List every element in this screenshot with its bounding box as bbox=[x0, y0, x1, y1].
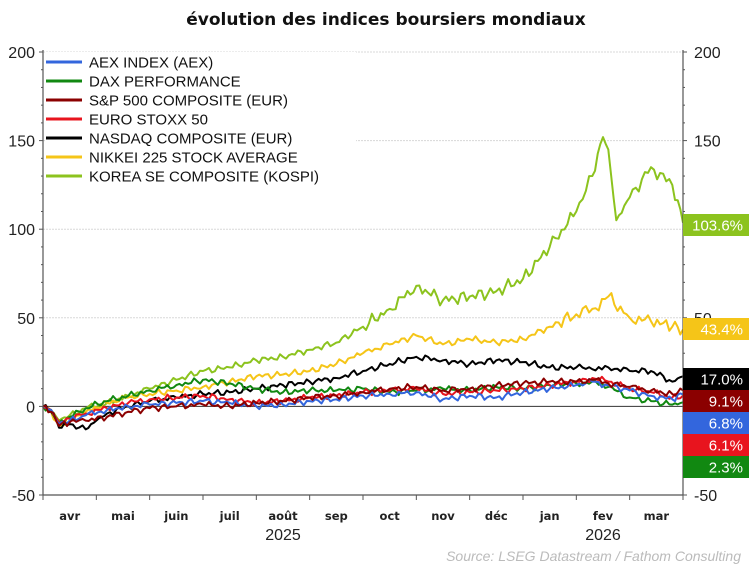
series-line-nikkei-225-stock-average bbox=[42, 292, 684, 427]
end-label-text: 2.3% bbox=[709, 460, 743, 477]
end-label-text: 6.8% bbox=[709, 416, 743, 433]
end-labels: 103.6% 43.4% 17.0% 9.1% 6.8% 6.1% 2.3% bbox=[683, 214, 749, 478]
x-tick-label: oct bbox=[380, 509, 401, 523]
series-lines bbox=[42, 136, 684, 431]
y-tick-label: 50 bbox=[17, 311, 35, 328]
y-tick-label: 150 bbox=[694, 134, 721, 151]
legend-label: S&P 500 COMPOSITE (EUR) bbox=[89, 93, 288, 110]
x-tick-label: mar bbox=[644, 509, 670, 523]
y-tick-label: 150 bbox=[8, 134, 35, 151]
chart-title: évolution des indices boursiers mondiaux bbox=[186, 10, 585, 30]
legend: AEX INDEX (AEX) DAX PERFORMANCE S&P 500 CO… bbox=[46, 52, 356, 188]
x-tick-label: sep bbox=[325, 509, 348, 523]
legend-label: DAX PERFORMANCE bbox=[89, 74, 241, 91]
end-label: 2.3% bbox=[683, 456, 749, 478]
y-tick-label: 0 bbox=[26, 399, 35, 416]
end-label-text: 6.1% bbox=[709, 438, 743, 455]
legend-label: NIKKEI 225 STOCK AVERAGE bbox=[89, 150, 298, 167]
end-label: 43.4% bbox=[683, 318, 749, 340]
x-year-label: 2026 bbox=[585, 527, 621, 544]
end-label-box bbox=[683, 456, 749, 478]
end-label: 103.6% bbox=[683, 214, 749, 236]
y-tick-label: -50 bbox=[12, 488, 35, 505]
end-label-box bbox=[683, 318, 749, 340]
legend-background bbox=[46, 52, 356, 188]
end-label: 6.8% bbox=[683, 412, 749, 434]
x-axis: avr mai juin juil août sep oct nov déc jan fev mar 2… bbox=[42, 495, 684, 544]
end-label-box bbox=[683, 412, 749, 434]
series-line-korea-se-composite-kospi bbox=[42, 136, 684, 422]
end-label: 17.0% bbox=[683, 368, 749, 390]
series-line-s-p-500-composite-eur bbox=[42, 377, 684, 428]
x-tick-label: fev bbox=[593, 509, 614, 523]
end-label-box bbox=[683, 368, 749, 390]
end-label-box bbox=[683, 390, 749, 412]
y-tick-label: 200 bbox=[8, 45, 35, 62]
end-label: 6.1% bbox=[683, 434, 749, 456]
end-label: 9.1% bbox=[683, 390, 749, 412]
legend-label: KOREA SE COMPOSITE (KOSPI) bbox=[89, 169, 319, 186]
legend-label: NASDAQ COMPOSITE (EUR) bbox=[89, 131, 292, 148]
y-tick-label: 200 bbox=[694, 45, 721, 62]
x-tick-label: juil bbox=[219, 509, 240, 523]
x-tick-label: nov bbox=[431, 509, 455, 523]
y-axis-left: -50 0 50 100 150 200 bbox=[8, 45, 43, 505]
x-year-label: 2025 bbox=[265, 527, 301, 544]
x-tick-label: août bbox=[268, 509, 298, 523]
x-tick-label: mai bbox=[111, 509, 135, 523]
end-label-text: 103.6% bbox=[692, 218, 743, 235]
legend-label: AEX INDEX (AEX) bbox=[89, 55, 213, 72]
end-label-text: 17.0% bbox=[700, 372, 743, 389]
x-tick-label: déc bbox=[485, 509, 508, 523]
end-label-text: 43.4% bbox=[700, 322, 743, 339]
y-tick-label: 100 bbox=[8, 222, 35, 239]
x-tick-label: juin bbox=[163, 509, 188, 523]
end-label-box bbox=[683, 434, 749, 456]
series-line-aex-index-aex bbox=[42, 378, 684, 426]
x-tick-label: avr bbox=[59, 509, 80, 523]
y-tick-label: -50 bbox=[694, 488, 717, 505]
x-tick-label: jan bbox=[539, 509, 560, 523]
end-label-text: 9.1% bbox=[709, 394, 743, 411]
end-label-box bbox=[683, 214, 749, 236]
source-note: Source: LSEG Datastream / Fathom Consult… bbox=[446, 548, 741, 564]
legend-label: EURO STOXX 50 bbox=[89, 112, 208, 129]
